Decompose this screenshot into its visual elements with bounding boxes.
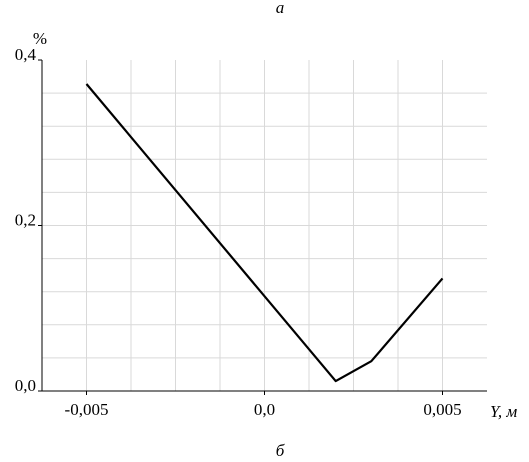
y-tick-label: 0,2 xyxy=(15,210,36,229)
data-line xyxy=(85,83,444,383)
y-tick-label: 0,0 xyxy=(15,376,36,395)
chart-title: а xyxy=(276,0,285,17)
x-tick-label: -0,005 xyxy=(65,400,109,419)
x-axis-label: Y, м xyxy=(490,402,517,421)
y-tick-label: 0,4 xyxy=(15,45,37,64)
chart-caption: б xyxy=(276,441,285,460)
y-axis-label: % xyxy=(33,29,47,48)
x-tick-label: 0,0 xyxy=(254,400,275,419)
x-tick-label: 0,005 xyxy=(423,400,461,419)
